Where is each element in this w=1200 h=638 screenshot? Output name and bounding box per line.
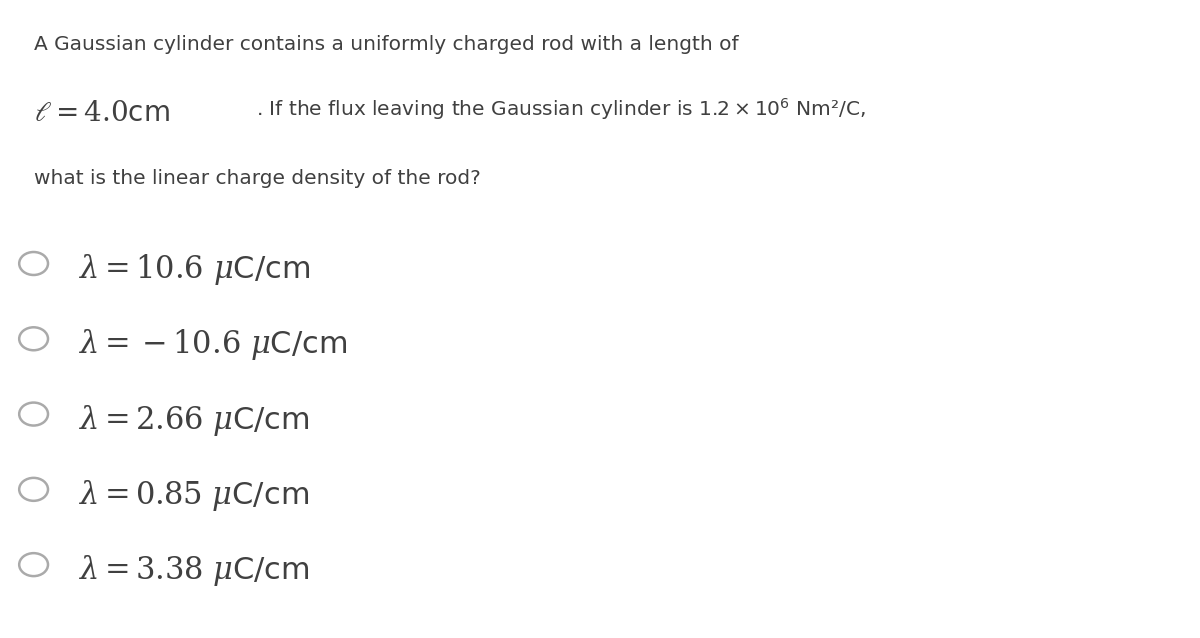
Text: $\ell = 4.0$cm: $\ell = 4.0$cm	[34, 99, 169, 127]
Text: $\lambda = 0.85\ \mu$C/cm: $\lambda = 0.85\ \mu$C/cm	[78, 478, 310, 513]
Text: . If the flux leaving the Gaussian cylinder is $1.2 \times 10^6$ Nm²/C,: . If the flux leaving the Gaussian cylin…	[256, 96, 865, 122]
Text: $\lambda = 10.6\ \mu$C/cm: $\lambda = 10.6\ \mu$C/cm	[78, 252, 310, 287]
Text: $\lambda = 3.38\ \mu$C/cm: $\lambda = 3.38\ \mu$C/cm	[78, 553, 310, 588]
Text: A Gaussian cylinder contains a uniformly charged rod with a length of: A Gaussian cylinder contains a uniformly…	[34, 35, 738, 54]
Text: $\lambda = 2.66\ \mu$C/cm: $\lambda = 2.66\ \mu$C/cm	[78, 403, 310, 438]
Text: $\lambda = -10.6\ \mu$C/cm: $\lambda = -10.6\ \mu$C/cm	[78, 327, 347, 362]
Text: what is the linear charge density of the rod?: what is the linear charge density of the…	[34, 169, 480, 188]
